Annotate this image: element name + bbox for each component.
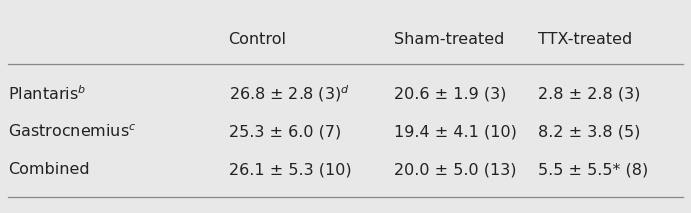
- Text: TTX-treated: TTX-treated: [538, 32, 632, 47]
- Text: Gastrocnemius$^{c}$: Gastrocnemius$^{c}$: [8, 123, 137, 140]
- Text: 2.8 ± 2.8 (3): 2.8 ± 2.8 (3): [538, 86, 641, 101]
- Text: Sham-treated: Sham-treated: [394, 32, 504, 47]
- Text: Control: Control: [229, 32, 287, 47]
- Text: 26.8 ± 2.8 (3)$^{d}$: 26.8 ± 2.8 (3)$^{d}$: [229, 83, 350, 104]
- Text: 25.3 ± 6.0 (7): 25.3 ± 6.0 (7): [229, 124, 341, 139]
- Text: Combined: Combined: [8, 162, 90, 177]
- Text: 19.4 ± 4.1 (10): 19.4 ± 4.1 (10): [394, 124, 517, 139]
- Text: 20.6 ± 1.9 (3): 20.6 ± 1.9 (3): [394, 86, 506, 101]
- Text: Plantaris$^{b}$: Plantaris$^{b}$: [8, 85, 86, 103]
- Text: 26.1 ± 5.3 (10): 26.1 ± 5.3 (10): [229, 162, 351, 177]
- Text: 20.0 ± 5.0 (13): 20.0 ± 5.0 (13): [394, 162, 516, 177]
- Text: 5.5 ± 5.5* (8): 5.5 ± 5.5* (8): [538, 162, 648, 177]
- Text: 8.2 ± 3.8 (5): 8.2 ± 3.8 (5): [538, 124, 641, 139]
